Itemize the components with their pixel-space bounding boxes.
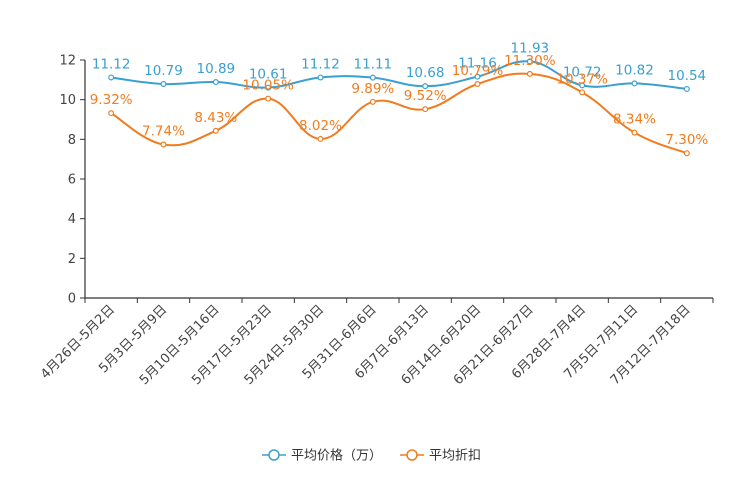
data-point-series-1[interactable] xyxy=(526,58,533,65)
data-label-series-2: 9.89% xyxy=(351,81,394,97)
data-label-series-1: 10.79 xyxy=(144,63,183,79)
data-point-series-2[interactable] xyxy=(474,80,481,87)
y-tick-label: 12 xyxy=(59,54,76,69)
legend-marker-icon xyxy=(268,449,280,461)
series-layer xyxy=(108,58,690,157)
data-label-series-1: 10.82 xyxy=(615,62,654,78)
data-label-series-1: 10.54 xyxy=(668,68,707,84)
data-label-series-1: 11.93 xyxy=(511,40,550,56)
y-tick-label: 0 xyxy=(68,292,76,307)
data-label-series-1: 11.16 xyxy=(458,56,497,72)
data-point-series-2[interactable] xyxy=(108,110,115,117)
data-point-series-1[interactable] xyxy=(317,74,324,81)
data-point-series-2[interactable] xyxy=(422,106,429,113)
data-point-series-1[interactable] xyxy=(160,80,167,87)
data-label-series-1: 11.12 xyxy=(92,56,131,72)
data-label-series-2: 7.74% xyxy=(142,123,185,139)
legend-label: 平均价格（万） xyxy=(291,448,382,464)
data-point-series-1[interactable] xyxy=(212,79,219,86)
data-label-series-1: 10.61 xyxy=(249,67,288,83)
data-label-series-1: 10.68 xyxy=(406,65,445,81)
y-tick-label: 2 xyxy=(68,252,76,267)
data-label-series-1: 10.89 xyxy=(197,61,236,77)
data-point-series-1[interactable] xyxy=(631,80,638,87)
axes: 0246810124月26日-5月2日5月3日-5月9日5月10日-5月16日5… xyxy=(38,54,714,388)
data-label-series-2: 10.05% xyxy=(242,78,294,94)
data-labels: 11.12 10.79 10.89 10.61 11.12 11.11 10.68 11.16… xyxy=(90,40,709,148)
y-tick-label: 10 xyxy=(59,93,76,108)
data-point-series-2[interactable] xyxy=(265,95,272,102)
data-point-series-1[interactable] xyxy=(474,73,481,80)
data-label-series-1: 11.12 xyxy=(301,56,340,72)
legend: 平均价格（万） 平均折扣 xyxy=(262,448,481,464)
data-label-series-2: 10.79% xyxy=(452,63,504,79)
data-label-series-2: 11.30% xyxy=(504,53,556,69)
data-label-series-2: 8.02% xyxy=(299,118,342,134)
data-point-series-2[interactable] xyxy=(683,150,690,157)
data-point-series-2[interactable] xyxy=(526,70,533,77)
data-label-series-2: 10.37% xyxy=(556,71,608,87)
y-tick-label: 6 xyxy=(68,173,76,188)
data-label-series-2: 9.32% xyxy=(90,92,133,108)
data-point-series-1[interactable] xyxy=(265,84,272,91)
data-point-series-1[interactable] xyxy=(579,82,586,89)
data-point-series-2[interactable] xyxy=(212,127,219,134)
legend-item-1[interactable]: 平均价格（万） xyxy=(262,448,382,464)
data-point-series-1[interactable] xyxy=(369,74,376,81)
legend-label: 平均折扣 xyxy=(429,449,481,464)
y-tick-label: 4 xyxy=(68,212,76,227)
data-label-series-1: 10.72 xyxy=(563,64,602,80)
data-point-series-1[interactable] xyxy=(422,83,429,90)
data-point-series-1[interactable] xyxy=(108,74,115,81)
legend-item-2[interactable]: 平均折扣 xyxy=(400,449,481,464)
data-label-series-2: 8.34% xyxy=(613,112,656,128)
data-point-series-2[interactable] xyxy=(160,141,167,148)
data-label-series-2: 7.30% xyxy=(665,132,708,148)
data-point-series-1[interactable] xyxy=(683,85,690,92)
legend-marker-icon xyxy=(406,449,418,461)
data-point-series-2[interactable] xyxy=(579,89,586,96)
data-label-series-2: 9.52% xyxy=(404,88,447,104)
y-tick-label: 8 xyxy=(68,133,76,148)
data-point-series-2[interactable] xyxy=(369,98,376,105)
series-line-1 xyxy=(111,60,687,90)
data-label-series-1: 11.11 xyxy=(354,57,393,73)
data-point-series-2[interactable] xyxy=(317,135,324,142)
data-label-series-2: 8.43% xyxy=(194,110,237,126)
data-point-series-2[interactable] xyxy=(631,129,638,136)
